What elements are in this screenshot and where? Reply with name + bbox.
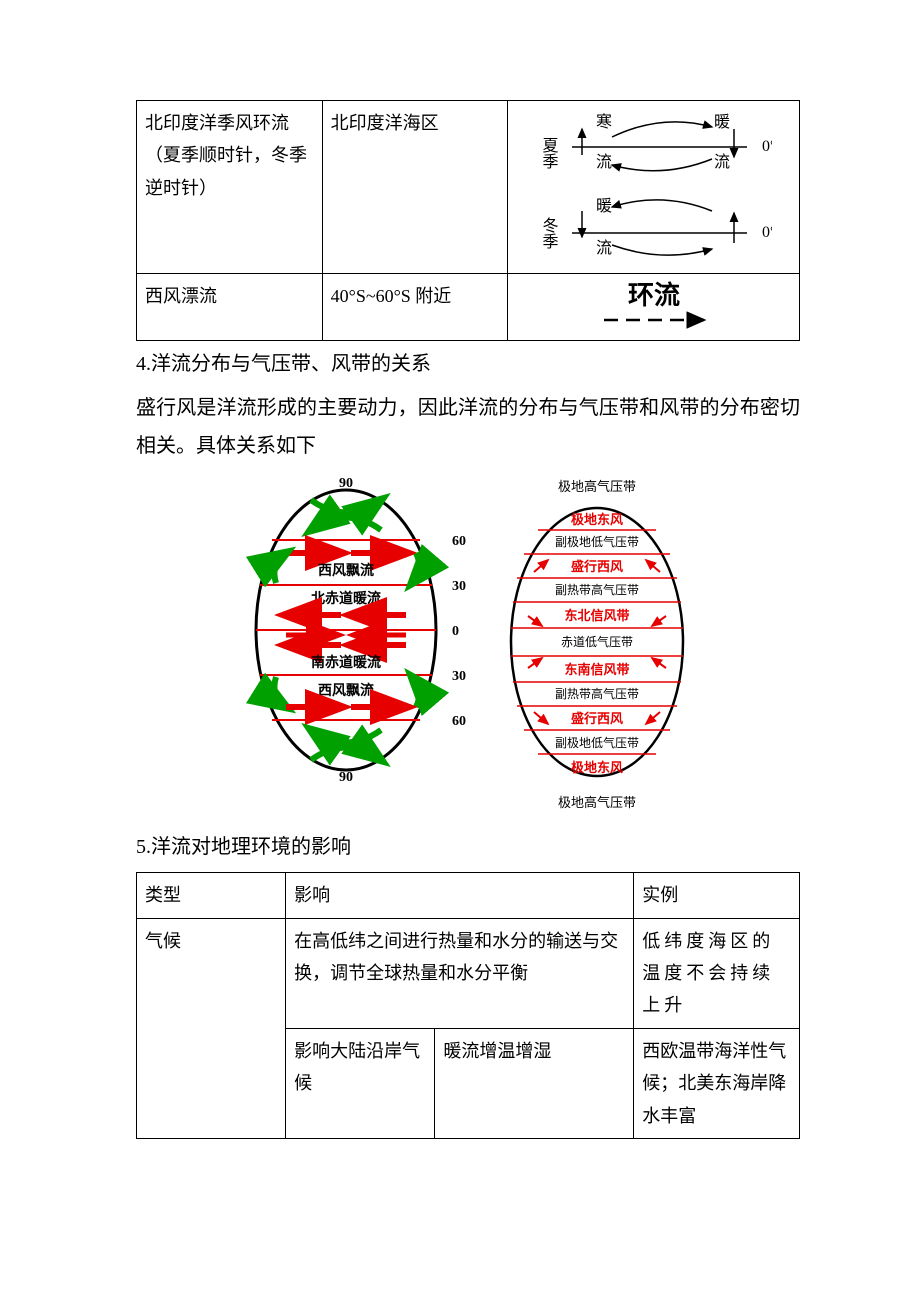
zero-label: 0° [762, 138, 772, 155]
flow-label: 流 [714, 153, 730, 171]
ocean-circulation-table: 北印度洋季风环流（夏季顺时针，冬季逆时针） 北印度洋海区 夏季 寒 流 暖 流 … [136, 100, 800, 341]
tick: 0 [452, 624, 459, 639]
belt: 东北信风带 [564, 608, 629, 623]
belt: 极地东风 [571, 760, 623, 775]
belt: 东南信风带 [564, 662, 629, 677]
belt: 副极地低气压带 [555, 735, 639, 750]
label-westwind-s: 西风飘流 [318, 682, 374, 699]
oval-belts-diagram: 极地东风 副极地低气压带 盛行西风 副热带高气压带 东北信风带 赤道低气压带 东… [504, 502, 690, 782]
belt: 副热带高气压带 [555, 582, 639, 597]
cell-diagram: 夏季 寒 流 暖 流 0° 冬季 暖 流 0° [508, 101, 800, 274]
flow-label: 流 [596, 239, 612, 257]
cell-area: 北印度洋海区 [322, 101, 508, 274]
monsoon-winter-diagram: 冬季 暖 流 0° [512, 187, 772, 267]
ocean-effects-table: 类型 影响 实例 气候 在高低纬之间进行热量和水分的输送与交换，调节全球热量和水… [136, 872, 800, 1139]
summer-label: 夏季 [540, 137, 559, 170]
belt: 副极地低气压带 [555, 534, 639, 549]
belt: 副热带高气压带 [555, 686, 639, 701]
oval-diagrams-row: 90 60 30 0 30 60 90 西风飘流 北赤道暖流 [136, 475, 800, 816]
tick: 60 [452, 714, 466, 729]
heading-4: 4.洋流分布与气压带、风带的关系 [136, 345, 800, 383]
oval-right: 极地高气压带 极地东风 副极地低气压带 盛行西风 副热带高气压带 东北信风带 赤… [504, 475, 690, 816]
heading-5: 5.洋流对地理环境的影响 [136, 828, 800, 866]
cell-type: 气候 [137, 918, 286, 1138]
polar-high-bottom: 极地高气压带 [504, 791, 690, 816]
cell-effect-left: 影响大陆沿岸气候 [286, 1028, 435, 1138]
table-row: 类型 影响 实例 [137, 873, 800, 918]
label-seq: 南赤道暖流 [311, 654, 381, 671]
cell-name: 北印度洋季风环流（夏季顺时针，冬季逆时针） [137, 101, 323, 274]
warm-label: 暖 [596, 197, 612, 215]
westwind-diagram: 环流 [574, 280, 734, 334]
cell-effect: 在高低纬之间进行热量和水分的输送与交换，调节全球热量和水分平衡 [286, 918, 634, 1028]
cell-diagram: 环流 [508, 274, 800, 341]
zero-label: 0° [762, 224, 772, 241]
monsoon-summer-diagram: 夏季 寒 流 暖 流 0° [512, 107, 772, 187]
cell-example: 西欧温带海洋性气候；北美东海岸降水丰富 [634, 1028, 800, 1138]
flow-label: 流 [596, 153, 612, 171]
tick: 30 [452, 669, 466, 684]
cell-name: 西风漂流 [137, 274, 323, 341]
header-type: 类型 [137, 873, 286, 918]
belt: 极地东风 [571, 512, 623, 527]
tick: 90 [339, 770, 353, 785]
label-westwind-n: 西风飘流 [318, 562, 374, 579]
belt: 盛行西风 [571, 559, 623, 574]
cell-area: 40°S~60°S 附近 [322, 274, 508, 341]
belt: 赤道低气压带 [561, 634, 633, 649]
cold-label: 寒 [596, 112, 612, 131]
header-example: 实例 [634, 873, 800, 918]
winter-label: 冬季 [540, 217, 559, 250]
table-row: 北印度洋季风环流（夏季顺时针，冬季逆时针） 北印度洋海区 夏季 寒 流 暖 流 … [137, 101, 800, 274]
label-neq: 北赤道暖流 [311, 590, 381, 607]
warm-label: 暖 [714, 113, 730, 131]
header-effect: 影响 [286, 873, 634, 918]
polar-high-top: 极地高气压带 [504, 475, 690, 500]
table-row: 气候 在高低纬之间进行热量和水分的输送与交换，调节全球热量和水分平衡 低纬度海区… [137, 918, 800, 1028]
tick: 90 [339, 476, 353, 491]
oval-left: 90 60 30 0 30 60 90 西风飘流 北赤道暖流 [246, 475, 486, 816]
oval-currents-diagram: 90 60 30 0 30 60 90 西风飘流 北赤道暖流 [246, 475, 486, 785]
tick: 30 [452, 579, 466, 594]
westwind-label: 环流 [628, 281, 680, 310]
table-row: 西风漂流 40°S~60°S 附近 环流 [137, 274, 800, 341]
cell-example: 低纬度海区的温度不会持续上升 [634, 918, 800, 1028]
belt: 盛行西风 [571, 711, 623, 726]
tick: 60 [452, 534, 466, 549]
paragraph-4: 盛行风是洋流形成的主要动力，因此洋流的分布与气压带和风带的分布密切相关。具体关系… [136, 389, 800, 465]
cell-effect-right: 暖流增温增湿 [435, 1028, 634, 1138]
